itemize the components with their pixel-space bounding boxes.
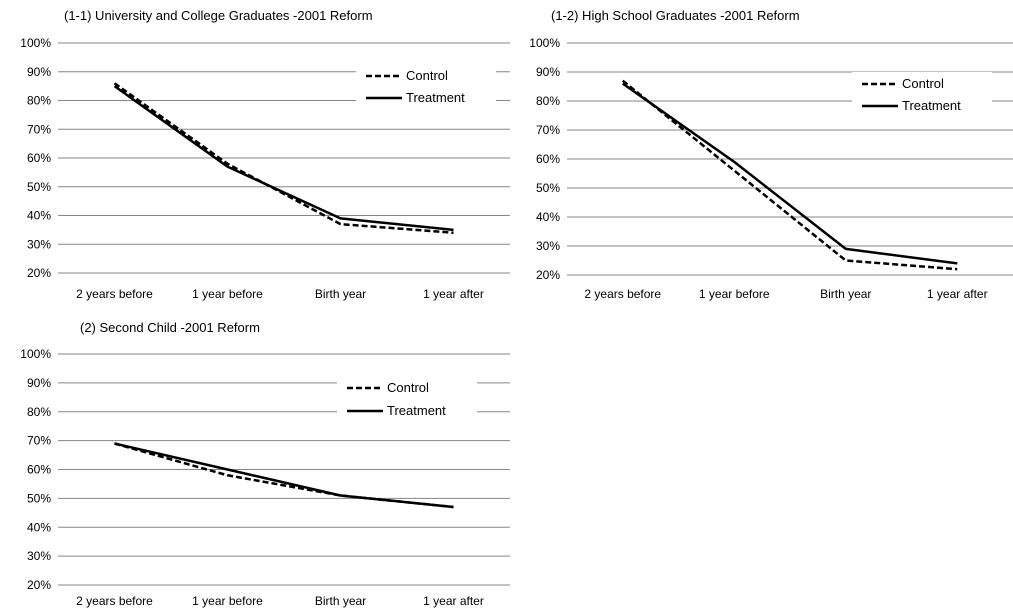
chart-plot: 20% 30% 40% 50% 60% 70% 80% 90% 100% 2 years befo… <box>529 36 1013 301</box>
y-tick-label: 40% <box>27 209 51 223</box>
y-tick-label: 50% <box>27 491 51 505</box>
y-tick-label: 90% <box>27 376 51 390</box>
series-line-treatment <box>114 442 454 509</box>
series-line-control <box>113 82 454 234</box>
chart-plot: 20% 30% 40% 50% 60% 70% 80% 90% 100% 2 years befo… <box>20 347 510 608</box>
y-tick-label: 90% <box>27 65 51 79</box>
legend-box <box>852 72 992 116</box>
x-tick-label: Birth year <box>820 287 871 301</box>
x-tick-label: 2 years before <box>76 287 153 301</box>
y-tick-label: 20% <box>27 266 51 280</box>
legend-label: Control <box>406 68 448 83</box>
legend-box <box>356 64 496 108</box>
chart-title: (1-2) High School Graduates -2001 Reform <box>551 8 800 23</box>
legend-label: Control <box>902 76 944 91</box>
series-line-treatment <box>113 85 454 232</box>
y-tick-label: 30% <box>27 237 51 251</box>
y-tick-label: 80% <box>27 405 51 419</box>
x-tick-label: 1 year after <box>423 594 484 608</box>
chart-panel-2: (2) Second Child -2001 Reform 20% 30% 40% 5… <box>0 308 510 616</box>
chart-panel-1-1: (1-1) University and College Graduates -… <box>0 0 510 310</box>
x-tick-label: 2 years before <box>76 594 153 608</box>
chart-title: (1-1) University and College Graduates -… <box>64 8 373 23</box>
x-tick-label: 1 year after <box>423 287 484 301</box>
y-tick-label: 30% <box>536 239 560 253</box>
y-tick-label: 50% <box>536 181 560 195</box>
series-line-control <box>114 442 454 509</box>
x-tick-label: Birth year <box>315 287 366 301</box>
chart-panel-1-2: (1-2) High School Graduates -2001 Reform… <box>510 0 1013 310</box>
legend-label: Treatment <box>902 98 961 113</box>
y-tick-label: 70% <box>536 123 560 137</box>
series-line-treatment <box>622 82 958 265</box>
x-tick-label: 1 year before <box>192 287 263 301</box>
x-tick-label: 2 years before <box>584 287 661 301</box>
y-tick-label: 30% <box>27 549 51 563</box>
y-tick-label: 70% <box>27 122 51 136</box>
chart-title: (2) Second Child -2001 Reform <box>80 320 260 335</box>
chart-plot: 20% 30% 40% 50% 60% 70% 80% 90% 100% 2 years befo… <box>20 36 510 301</box>
legend-label: Treatment <box>387 403 446 418</box>
y-tick-label: 20% <box>536 268 560 282</box>
legend-box <box>337 376 477 421</box>
y-tick-label: 40% <box>536 210 560 224</box>
x-tick-label: 1 year before <box>699 287 770 301</box>
y-tick-label: 100% <box>529 36 560 50</box>
y-tick-label: 60% <box>27 151 51 165</box>
x-tick-label: 1 year after <box>927 287 988 301</box>
legend-label: Treatment <box>406 90 465 105</box>
legend-label: Control <box>387 380 429 395</box>
x-tick-label: Birth year <box>315 594 366 608</box>
series-line-control <box>621 79 958 271</box>
y-tick-label: 80% <box>27 94 51 108</box>
x-tick-label: 1 year before <box>192 594 263 608</box>
y-tick-label: 60% <box>27 463 51 477</box>
y-tick-label: 100% <box>20 36 51 50</box>
y-tick-label: 70% <box>27 434 51 448</box>
y-tick-label: 20% <box>27 578 51 592</box>
y-tick-label: 90% <box>536 65 560 79</box>
y-tick-label: 100% <box>20 347 51 361</box>
y-tick-label: 60% <box>536 152 560 166</box>
y-tick-label: 80% <box>536 94 560 108</box>
y-tick-label: 50% <box>27 180 51 194</box>
y-tick-label: 40% <box>27 520 51 534</box>
